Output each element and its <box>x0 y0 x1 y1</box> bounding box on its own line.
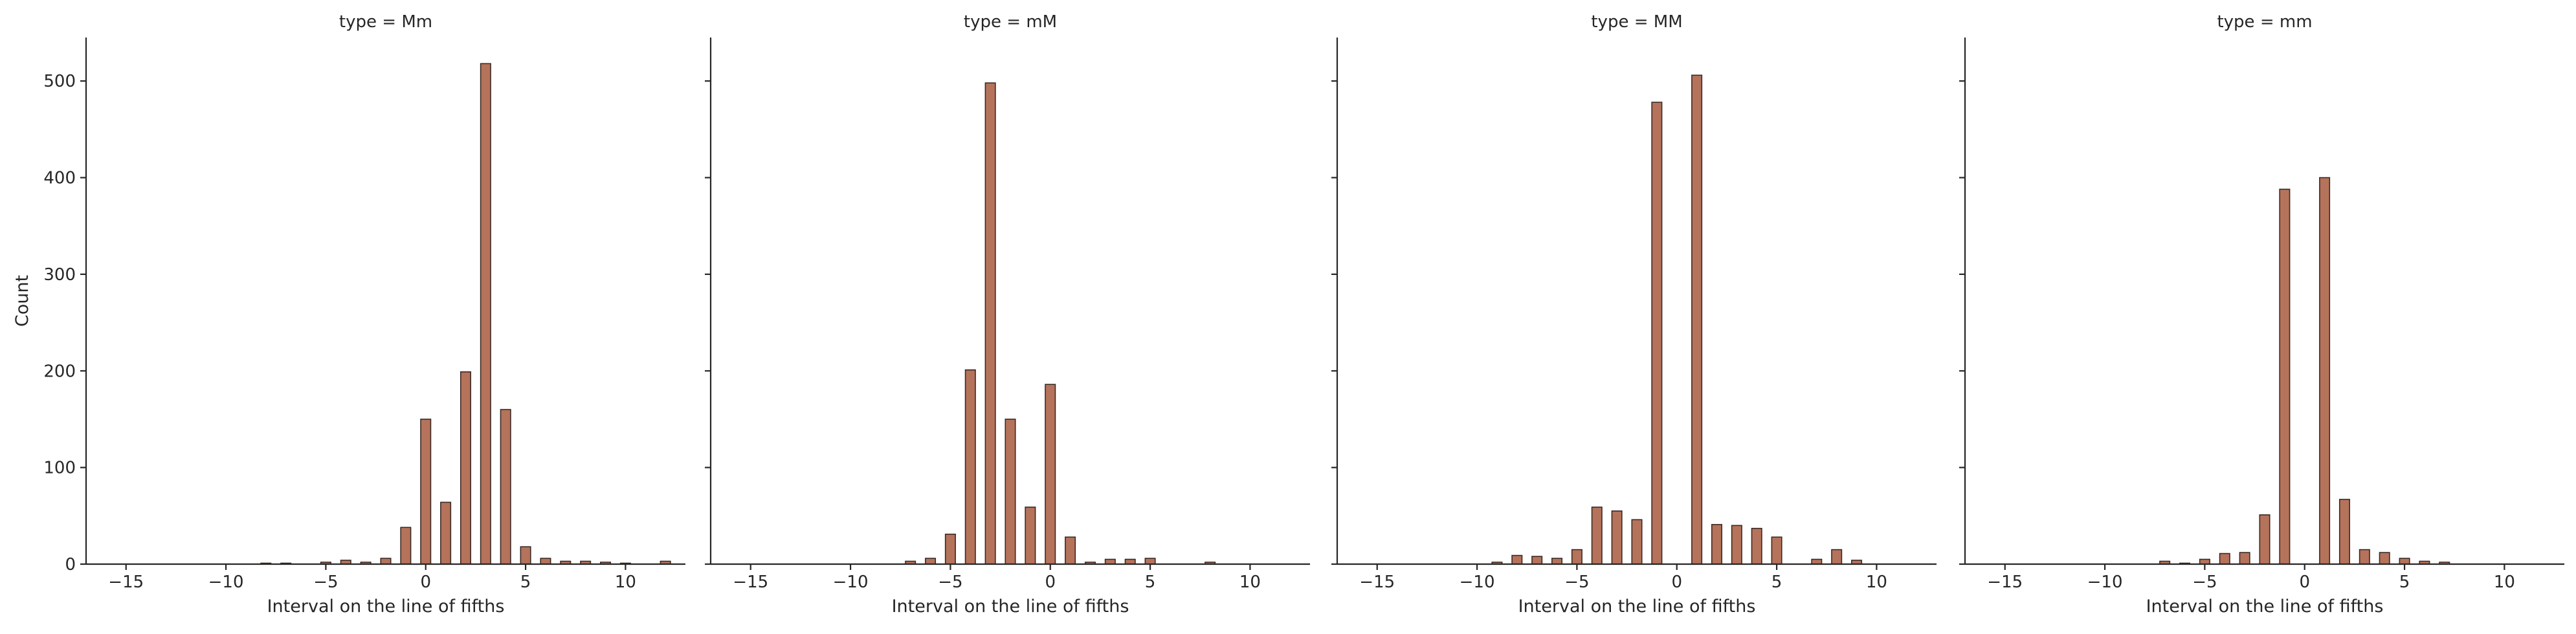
x-tick-label: −15 <box>1987 573 2023 592</box>
x-tick-label: 5 <box>520 573 531 592</box>
histogram-bar <box>1065 536 1076 565</box>
histogram-bar <box>1731 525 1742 565</box>
histogram-bar <box>2259 514 2271 565</box>
histogram-bar <box>1531 556 1543 565</box>
x-tick-label: 10 <box>615 573 636 592</box>
histogram-bar <box>1005 419 1016 565</box>
x-tick-label: 5 <box>1145 573 1156 592</box>
x-tick-label: −5 <box>313 573 338 592</box>
x-tick-label: 10 <box>1866 573 1887 592</box>
histogram-bar <box>1771 536 1782 565</box>
histogram-bar <box>2219 552 2230 565</box>
x-tick-label: 10 <box>2494 573 2515 592</box>
panel-title: type = MM <box>1591 12 1682 32</box>
x-axis-label: Interval on the line of fifths <box>1518 596 1756 617</box>
histogram-bar <box>1511 554 1523 565</box>
x-tick-label: 0 <box>2299 573 2310 592</box>
histogram-bar <box>2279 188 2291 565</box>
histogram-bar <box>520 546 531 565</box>
histogram-bar <box>2338 499 2350 565</box>
histogram-bar <box>2239 552 2250 565</box>
histogram-bar <box>500 409 511 565</box>
histogram-bar <box>1631 519 1643 565</box>
x-axis-label: Interval on the line of fifths <box>267 596 505 617</box>
histogram-bar <box>1831 549 1843 565</box>
x-axis-label: Interval on the line of fifths <box>2146 596 2384 617</box>
histogram-bar <box>1571 549 1582 565</box>
y-tick-label: 200 <box>43 362 76 381</box>
x-tick-label: −15 <box>733 573 768 592</box>
histogram-bar <box>925 558 937 565</box>
x-tick-label: 0 <box>1671 573 1682 592</box>
x-tick-label: 5 <box>2399 573 2410 592</box>
x-tick-label: −10 <box>2087 573 2123 592</box>
histogram-bar <box>1124 558 1136 565</box>
x-axis-label: Interval on the line of fifths <box>892 596 1129 617</box>
y-axis-label: Count <box>12 275 32 327</box>
y-tick-label: 500 <box>43 72 76 91</box>
histogram-bar <box>1691 74 1703 565</box>
histogram-bar <box>2399 558 2410 565</box>
histogram-bar <box>2319 177 2331 565</box>
histogram-bar <box>1025 507 1036 565</box>
x-tick-label: 0 <box>1045 573 1056 592</box>
y-tick-label: 400 <box>43 169 76 188</box>
histogram-bar <box>1591 507 1603 565</box>
x-tick-label: 5 <box>1771 573 1782 592</box>
histogram-bar <box>964 369 976 565</box>
x-tick-label: −15 <box>108 573 144 592</box>
histogram-bar <box>984 82 996 565</box>
x-tick-label: −10 <box>208 573 244 592</box>
histogram-bar <box>460 371 471 565</box>
x-tick-label: −5 <box>1564 573 1589 592</box>
y-tick-label: 100 <box>43 459 76 478</box>
y-tick-label: 300 <box>43 265 76 285</box>
panel-title: type = mM <box>964 12 1057 32</box>
panel-title: type = Mm <box>339 12 432 32</box>
histogram-bar <box>440 501 452 565</box>
x-tick-label: −5 <box>938 573 962 592</box>
panel-title: type = mm <box>2217 12 2312 32</box>
histogram-bar <box>380 558 392 565</box>
histogram-bar <box>1551 558 1563 565</box>
histogram-bar <box>1811 558 1823 565</box>
histogram-bar <box>400 527 412 565</box>
histogram-bar <box>1611 510 1623 565</box>
histogram-bar <box>1651 102 1663 565</box>
histogram-bar <box>480 63 491 565</box>
y-tick-label: 0 <box>65 555 76 574</box>
x-tick-label: −10 <box>1460 573 1495 592</box>
histogram-bar <box>1104 558 1116 565</box>
histogram-bar <box>540 558 551 565</box>
x-tick-label: 0 <box>420 573 431 592</box>
histogram-bar <box>1045 384 1056 565</box>
histogram-bar <box>1711 523 1722 565</box>
histogram-bar <box>2199 558 2210 565</box>
histogram-bar <box>1751 527 1762 565</box>
histogram-bar <box>2379 552 2390 565</box>
histogram-bar <box>944 533 956 565</box>
histogram-bar <box>1144 558 1156 565</box>
x-tick-label: −5 <box>2192 573 2217 592</box>
x-tick-label: 10 <box>1239 573 1261 592</box>
x-tick-label: −15 <box>1359 573 1395 592</box>
x-tick-label: −10 <box>833 573 869 592</box>
histogram-bar <box>420 419 432 565</box>
histogram-bar <box>2359 549 2370 565</box>
